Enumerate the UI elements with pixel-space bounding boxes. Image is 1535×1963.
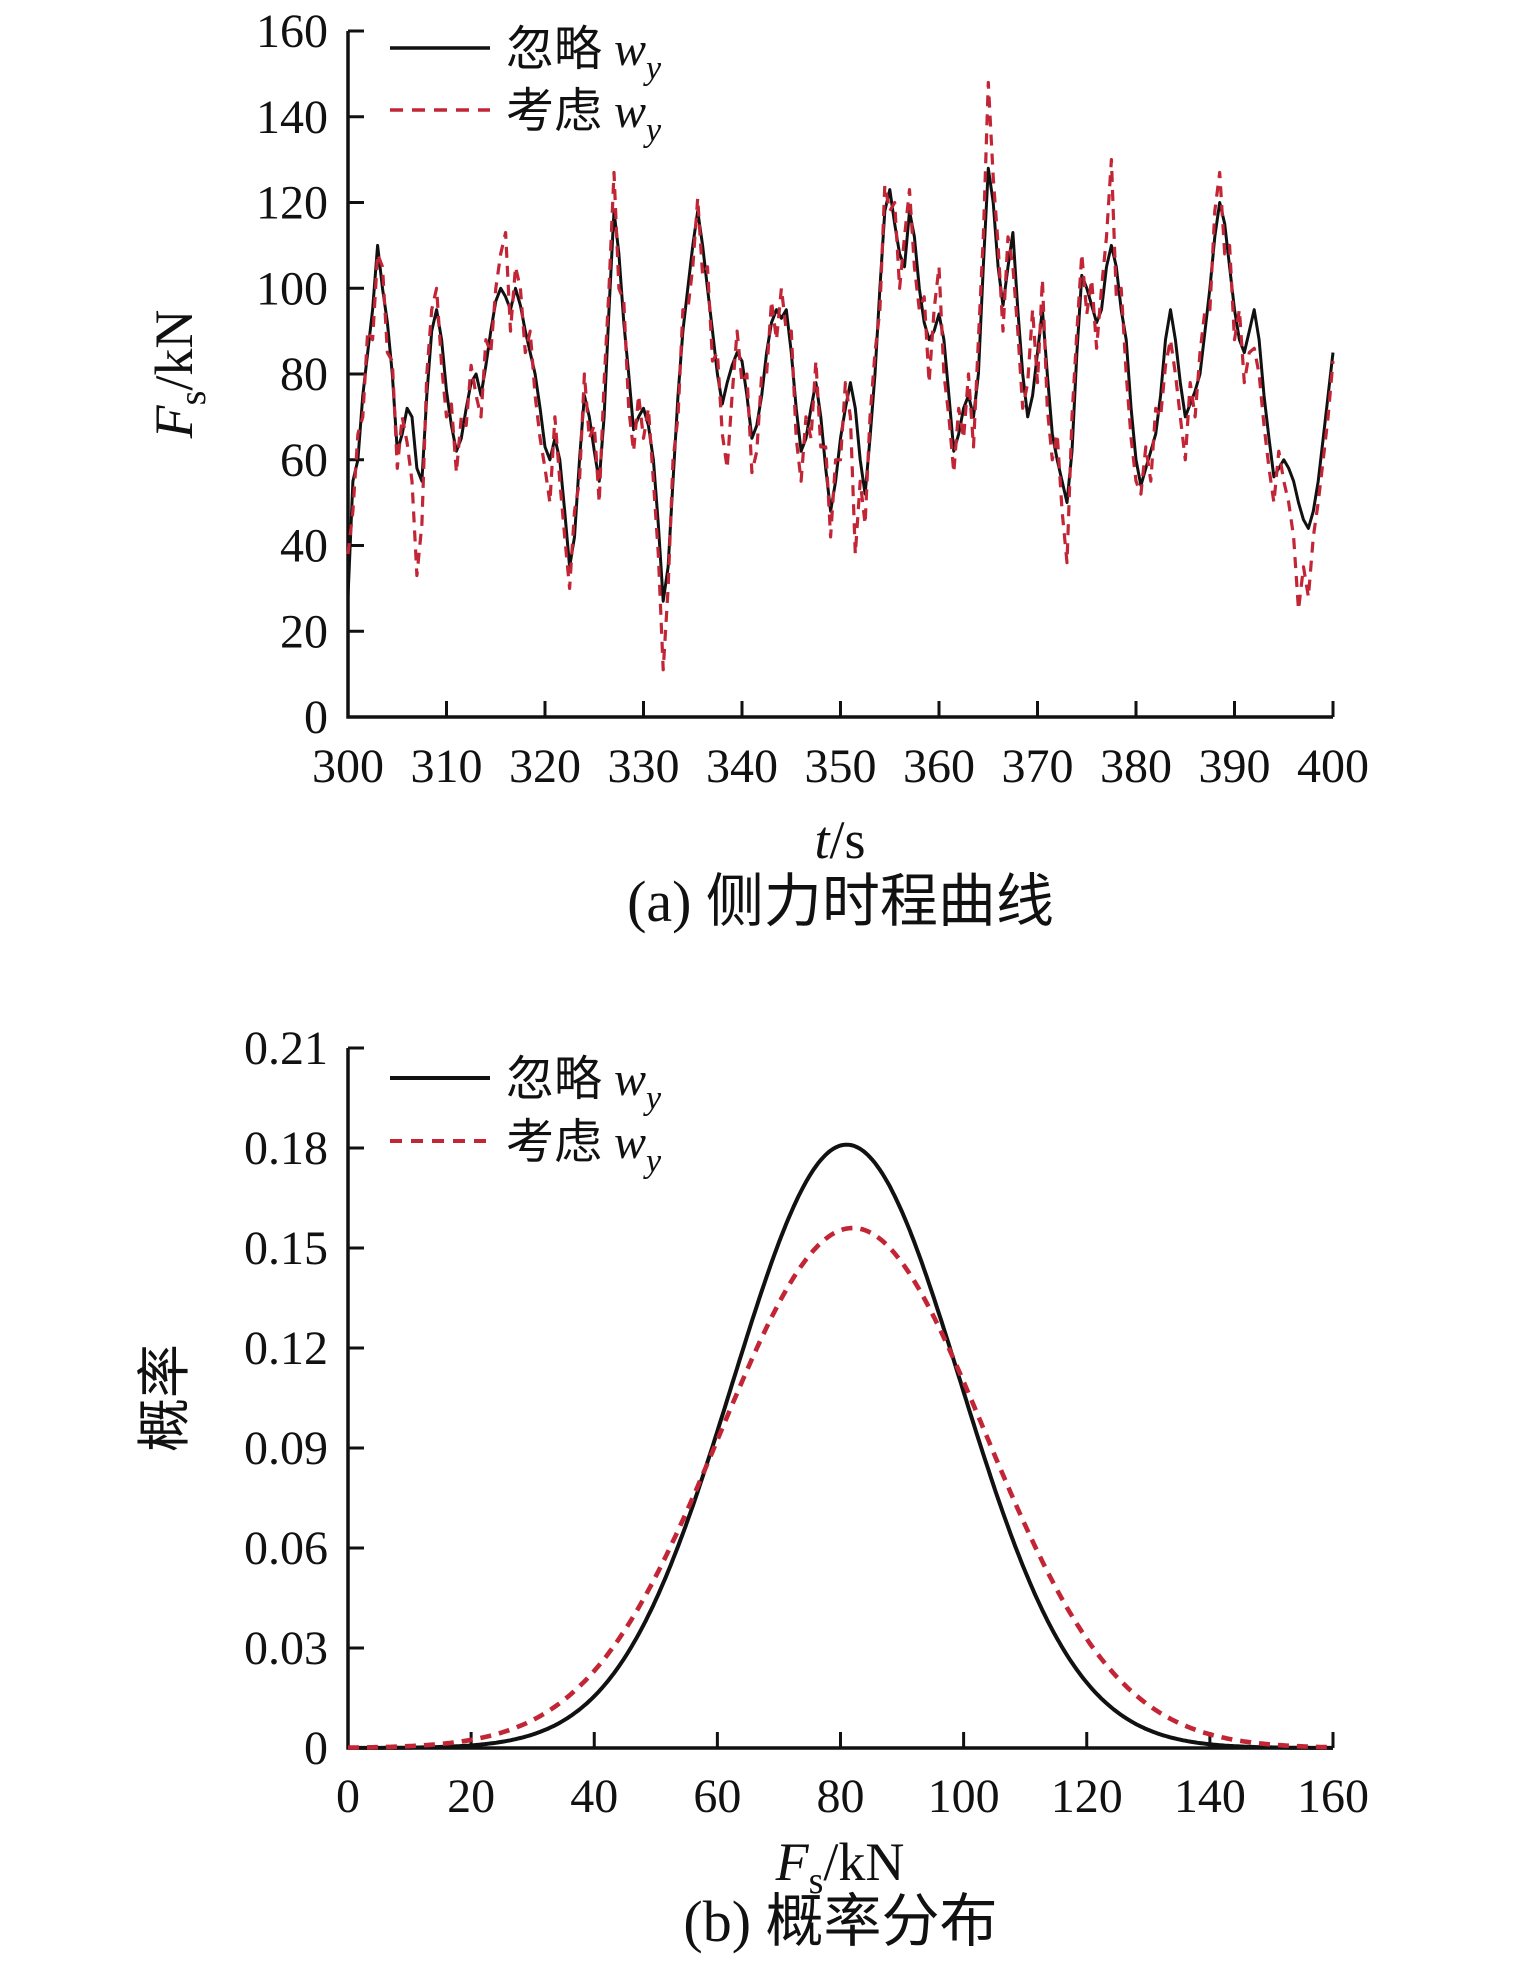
- x-tick-label: 400: [1297, 740, 1369, 793]
- legend-label: 考虑 wy: [506, 85, 662, 149]
- x-tick-label: 40: [570, 1770, 618, 1823]
- y-tick-label: 20: [280, 605, 328, 658]
- x-tick-label: 0: [336, 1770, 360, 1823]
- x-tick-label: 330: [608, 740, 680, 793]
- y-tick-label: 0.15: [244, 1222, 328, 1275]
- axes-spines: [346, 31, 1333, 719]
- axis-tick-labels: 300 310 320 330 340 350 360 370 380 390 400 0 20 40 60…: [256, 5, 1369, 793]
- x-tick-label: 380: [1100, 740, 1172, 793]
- x-tick-label: 300: [312, 740, 384, 793]
- axis-tick-labels: 0 20 40 60 80 100 120 140 160 0 0.03 0.06 0.09 0.12 0.…: [244, 1022, 1369, 1823]
- x-axis-label: t/s: [814, 810, 865, 870]
- x-tick-label: 20: [447, 1770, 495, 1823]
- x-tick-label: 100: [928, 1770, 1000, 1823]
- x-tick-label: 60: [693, 1770, 741, 1823]
- x-tick-label: 390: [1199, 740, 1271, 793]
- series-1-line: [348, 1142, 1333, 1750]
- axes-spines: [346, 1048, 1333, 1750]
- y-tick-label: 0.18: [244, 1122, 328, 1175]
- y-tick-label: 160: [256, 5, 328, 58]
- panel-a-caption: (a) 侧力时程曲线: [627, 869, 1054, 934]
- x-tick-label: 320: [509, 740, 581, 793]
- x-tick-label: 340: [706, 740, 778, 793]
- x-tick-label: 120: [1051, 1770, 1123, 1823]
- y-tick-label: 40: [280, 520, 328, 573]
- panel-b: 0 20 40 60 80 100 120 140 160 0 0.03 0.06 0.09 0.12 0.…: [135, 1022, 1369, 1902]
- panel-b-caption: (b) 概率分布: [683, 1889, 998, 1954]
- y-tick-label: 0.21: [244, 1022, 328, 1075]
- x-tick-label: 310: [411, 740, 483, 793]
- axis-ticks: [346, 29, 1335, 719]
- series-2-line: [346, 80, 1335, 672]
- axis-ticks: [346, 1046, 1335, 1750]
- y-tick-label: 0.06: [244, 1522, 328, 1575]
- y-tick-label: 140: [256, 91, 328, 144]
- x-tick-label: 350: [805, 740, 877, 793]
- y-tick-label: 0: [304, 1722, 328, 1775]
- x-tick-label: 360: [903, 740, 975, 793]
- legend-label: 忽略 wy: [506, 23, 662, 87]
- x-tick-label: 80: [817, 1770, 865, 1823]
- y-tick-label: 60: [280, 434, 328, 487]
- y-tick-label: 0: [304, 691, 328, 744]
- legend-label: 考虑 wy: [506, 1116, 662, 1180]
- x-tick-label: 370: [1002, 740, 1074, 793]
- series-2-line: [348, 1225, 1334, 1750]
- y-tick-label: 100: [256, 262, 328, 315]
- y-tick-label: 0.12: [244, 1322, 328, 1375]
- y-tick-label: 80: [280, 348, 328, 401]
- y-axis-label: Fs/kN: [144, 310, 214, 440]
- y-tick-label: 0.09: [244, 1422, 328, 1475]
- legend-label: 忽略 wy: [506, 1053, 662, 1117]
- y-tick-label: 0.03: [244, 1622, 328, 1675]
- x-axis-label: Fs/kN: [775, 1832, 905, 1902]
- series-1-line: [346, 166, 1335, 603]
- x-tick-label: 160: [1297, 1770, 1369, 1823]
- panel-a: 300 310 320 330 340 350 360 370 380 390 400 0 20 40 60…: [144, 5, 1369, 870]
- x-tick-label: 140: [1174, 1770, 1246, 1823]
- y-axis-label: 概率: [135, 1344, 195, 1452]
- y-tick-label: 120: [256, 177, 328, 230]
